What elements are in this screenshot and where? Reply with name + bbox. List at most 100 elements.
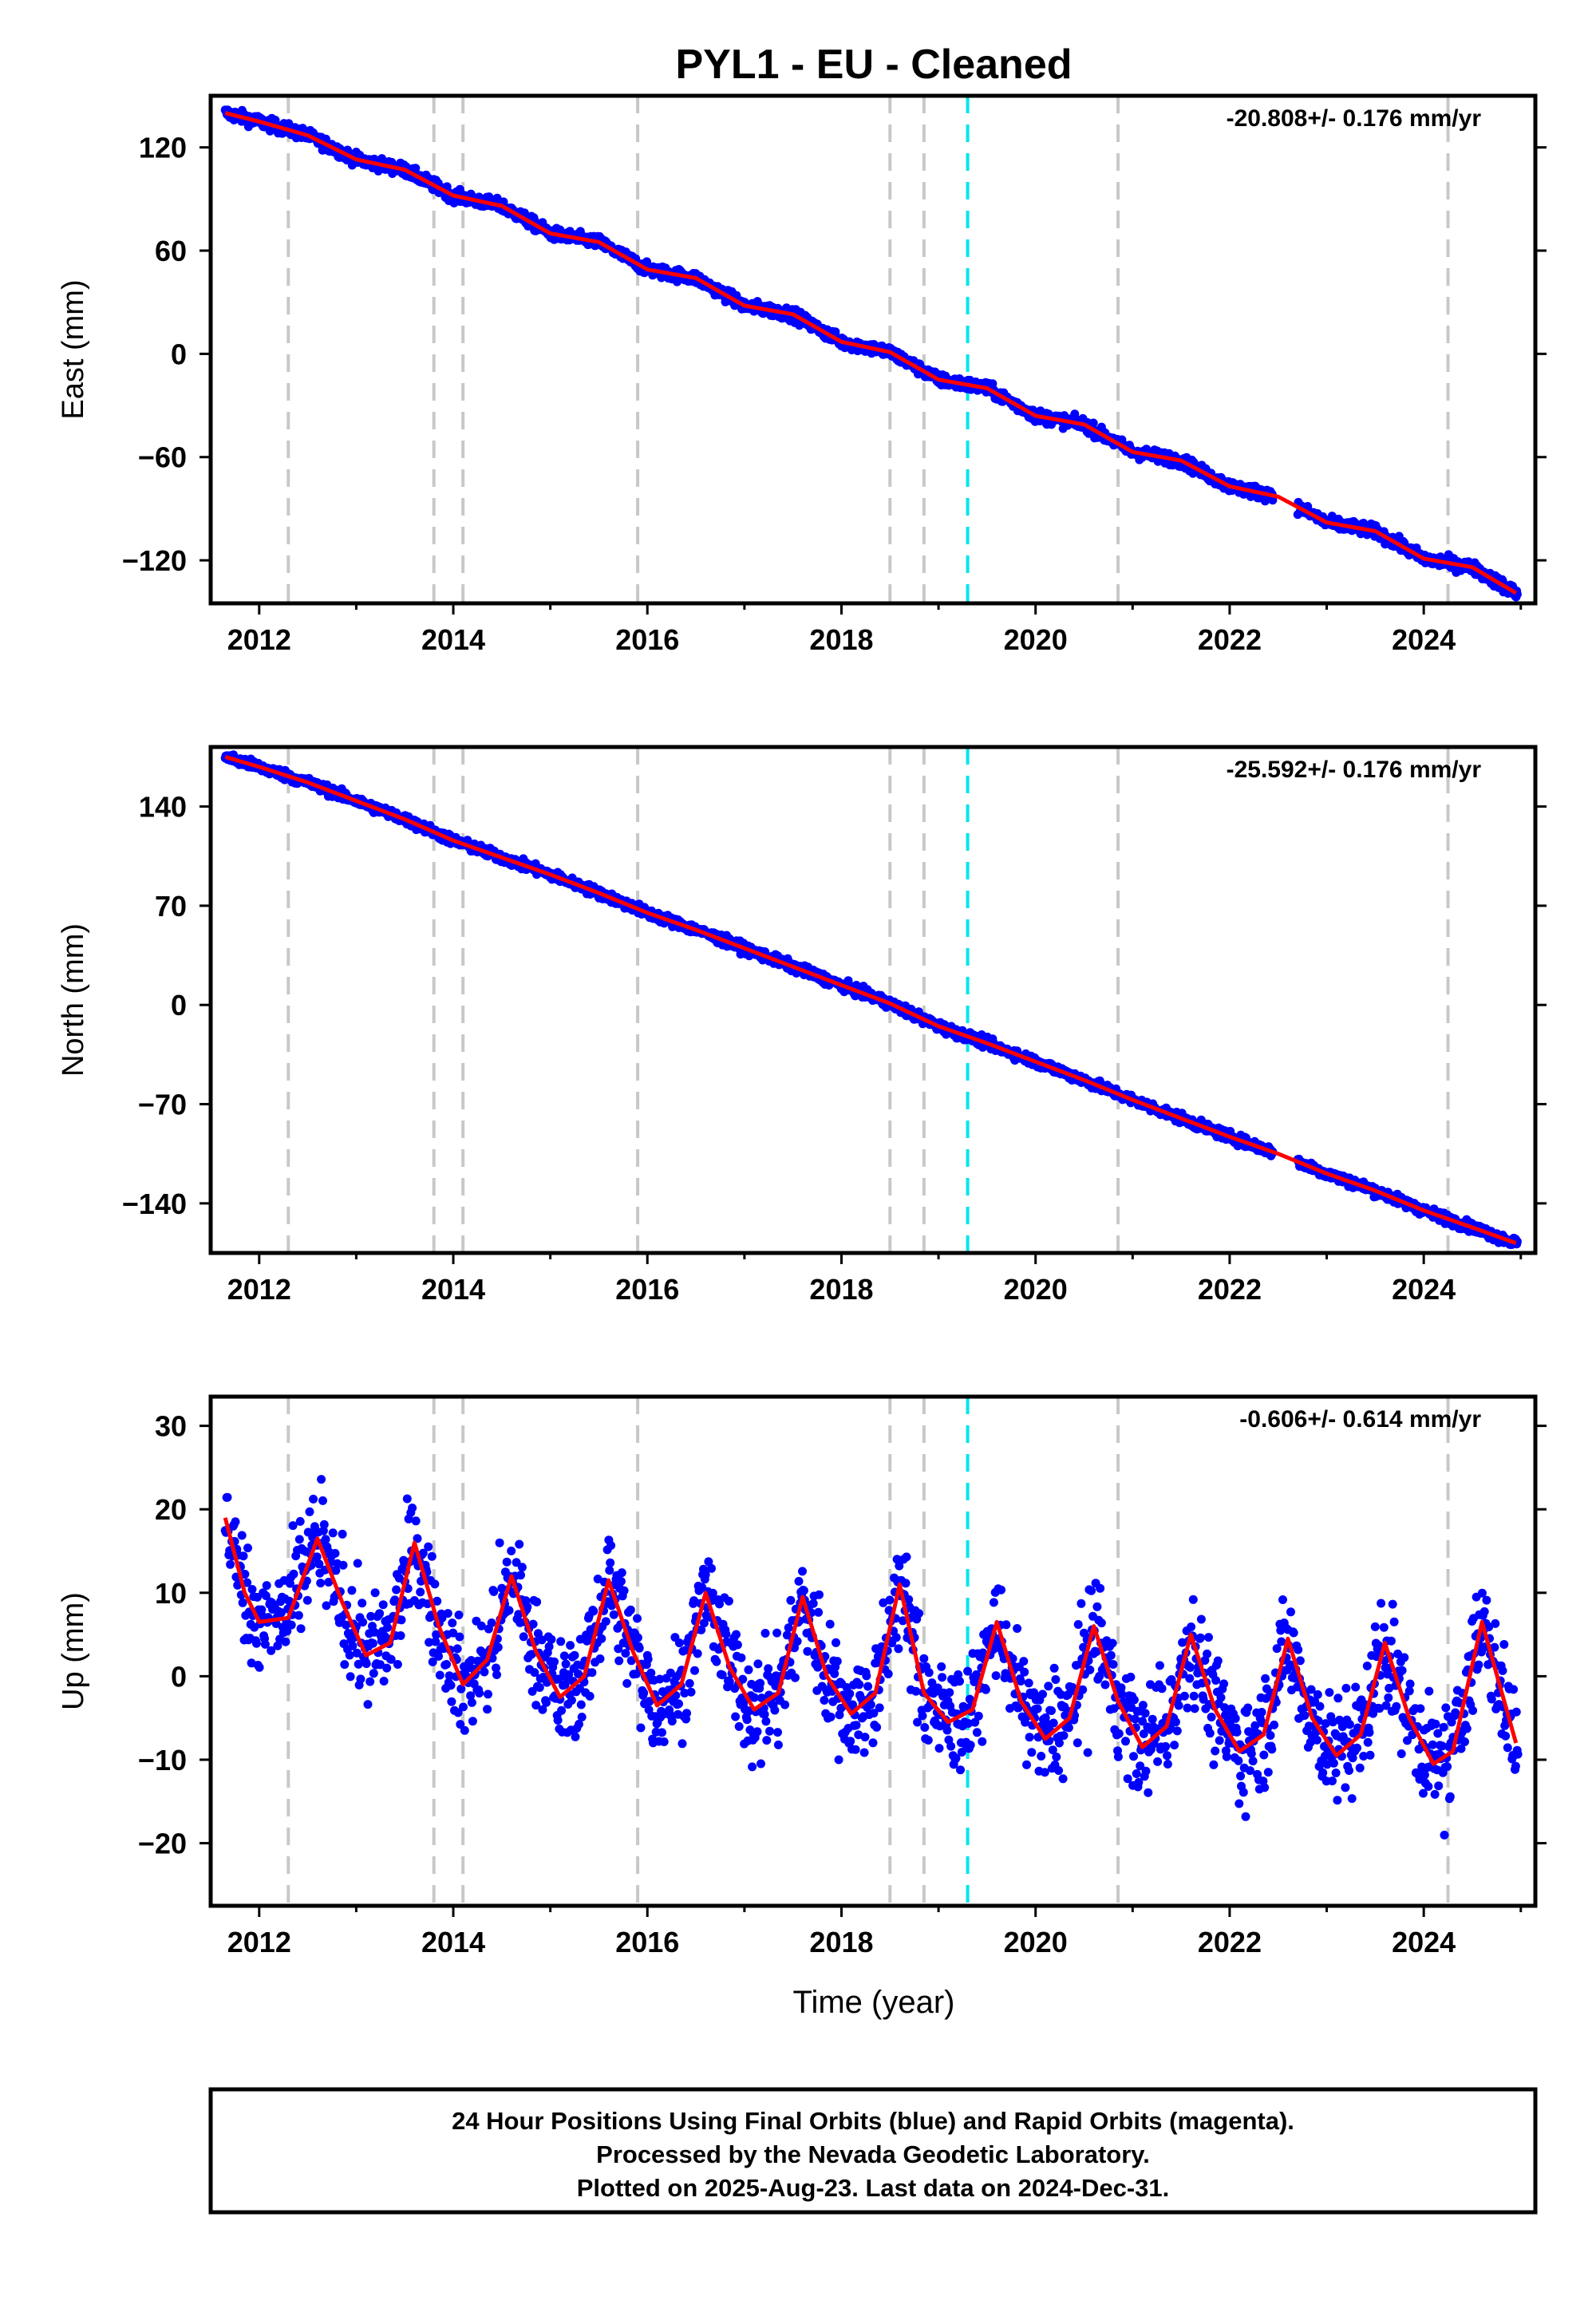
data-point-47 <box>255 1662 264 1672</box>
data-point-360 <box>483 1705 492 1714</box>
east-panel: 2012 2014 2016 2018 2020 2022 2024−120−6006012… <box>57 93 1547 656</box>
data-point-134 <box>318 1496 327 1505</box>
data-point-235 <box>392 1585 401 1595</box>
data-point-466 <box>559 1651 569 1661</box>
data-point-284 <box>427 1551 437 1561</box>
data-point-164 <box>340 1660 350 1670</box>
data-point-194 <box>361 1659 371 1669</box>
data-point-312 <box>448 1618 457 1628</box>
data-point-101 <box>294 1611 303 1620</box>
up-panel: 2012 2014 2016 2018 2020 2022 2024−20−10010203… <box>57 1394 1547 1958</box>
data-point-257 <box>408 1504 417 1512</box>
data-point-319 <box>452 1644 462 1654</box>
y-tick-label-3: 70 <box>155 890 187 923</box>
data-point-377 <box>495 1538 504 1547</box>
north-panel: 2012 2014 2016 2018 2020 2022 2024−140−7007014… <box>57 745 1547 1306</box>
rate-label: -20.808+/- 0.176 mm/yr <box>1227 105 1482 132</box>
x-tick-label-2022: 2022 <box>1198 1273 1262 1306</box>
x-tick-label-2012: 2012 <box>227 623 291 656</box>
data-point-104 <box>296 1624 306 1634</box>
data-point-250 <box>402 1494 412 1504</box>
x-tick-label-2016: 2016 <box>615 1273 679 1306</box>
x-tick-label-2012: 2012 <box>227 1273 291 1306</box>
data-point-373 <box>492 1670 501 1679</box>
data-point-279 <box>424 1542 433 1551</box>
data-point-174 <box>347 1586 357 1595</box>
data-point-116 <box>305 1507 314 1516</box>
data-point-329 <box>460 1725 469 1735</box>
data-point-188 <box>358 1599 367 1608</box>
data-point-237 <box>393 1660 402 1669</box>
data-point-441 <box>542 1697 551 1707</box>
data-point-480 <box>570 1650 579 1660</box>
y-tick-label-2: 0 <box>171 338 187 370</box>
data-point-356 <box>480 1667 489 1677</box>
data-point-474 <box>566 1641 575 1650</box>
data-point-182 <box>353 1559 362 1568</box>
x-tick-label-2018: 2018 <box>809 623 873 656</box>
data-point-322 <box>455 1632 464 1642</box>
data-point-131 <box>316 1579 326 1588</box>
data-point-189 <box>358 1618 368 1627</box>
data-point-462 <box>557 1705 567 1715</box>
data-point-476 <box>567 1696 576 1705</box>
x-tick-label-2014: 2014 <box>421 623 485 656</box>
data-point-37 <box>247 1585 257 1594</box>
data-point-457 <box>553 1716 563 1725</box>
data-point-339 <box>467 1697 476 1707</box>
data-point-410 <box>519 1632 528 1642</box>
data-point-172 <box>346 1672 355 1682</box>
data-point-14 <box>231 1517 240 1527</box>
data-point-91 <box>286 1620 296 1630</box>
data-point-408 <box>517 1563 527 1572</box>
data-point-138 <box>321 1535 330 1544</box>
data-point-517 <box>597 1634 606 1643</box>
data-point-94 <box>289 1569 298 1579</box>
x-tick-label-2024: 2024 <box>1392 623 1456 656</box>
data-point-404 <box>515 1539 524 1549</box>
data-point-304 <box>442 1660 451 1669</box>
data-point-132 <box>317 1475 326 1484</box>
data-point-321 <box>454 1611 464 1620</box>
data-point-206 <box>370 1588 380 1598</box>
data-point-31 <box>243 1543 252 1553</box>
data-point-204 <box>369 1669 378 1678</box>
x-tick-label-2020: 2020 <box>1004 1273 1068 1306</box>
data-point-121 <box>309 1494 318 1504</box>
y-tick-label-0: −140 <box>122 1188 187 1220</box>
data-point-489 <box>576 1700 586 1709</box>
data-point-3 <box>223 1492 232 1502</box>
data-point-461 <box>556 1637 566 1646</box>
data-point-136 <box>319 1520 329 1529</box>
x-tick-label-2020: 2020 <box>1004 623 1068 656</box>
data-point-387 <box>502 1557 512 1567</box>
data-point-268 <box>416 1587 425 1597</box>
data-point-349 <box>475 1689 484 1697</box>
data-point-361 <box>484 1690 492 1699</box>
data-point-490 <box>577 1713 587 1721</box>
data-point-340 <box>468 1717 477 1726</box>
data-point-428 <box>532 1597 542 1607</box>
data-point-203 <box>368 1638 377 1648</box>
y-tick-label-1: −60 <box>138 441 187 474</box>
data-point-448 <box>547 1634 556 1644</box>
data-point-432 <box>535 1683 544 1692</box>
y-tick-label-0: −120 <box>122 544 187 577</box>
data-point-102 <box>294 1535 304 1544</box>
figure-title: PYL1 - EU - Cleaned <box>676 41 1073 88</box>
data-point-306 <box>443 1609 452 1618</box>
data-point-217 <box>378 1600 388 1610</box>
data-point-57 <box>262 1581 271 1591</box>
data-point-113 <box>302 1595 312 1605</box>
data-point-393 <box>507 1546 516 1555</box>
data-point-501 <box>585 1691 595 1701</box>
data-point-43 <box>252 1638 261 1648</box>
data-point-481 <box>571 1732 580 1741</box>
x-tick-label-2024: 2024 <box>1392 1273 1456 1306</box>
data-point-83 <box>281 1637 290 1646</box>
data-point-366 <box>487 1618 496 1627</box>
data-point-218 <box>379 1677 389 1686</box>
data-point-148 <box>328 1528 338 1538</box>
data-point-295 <box>435 1670 444 1680</box>
